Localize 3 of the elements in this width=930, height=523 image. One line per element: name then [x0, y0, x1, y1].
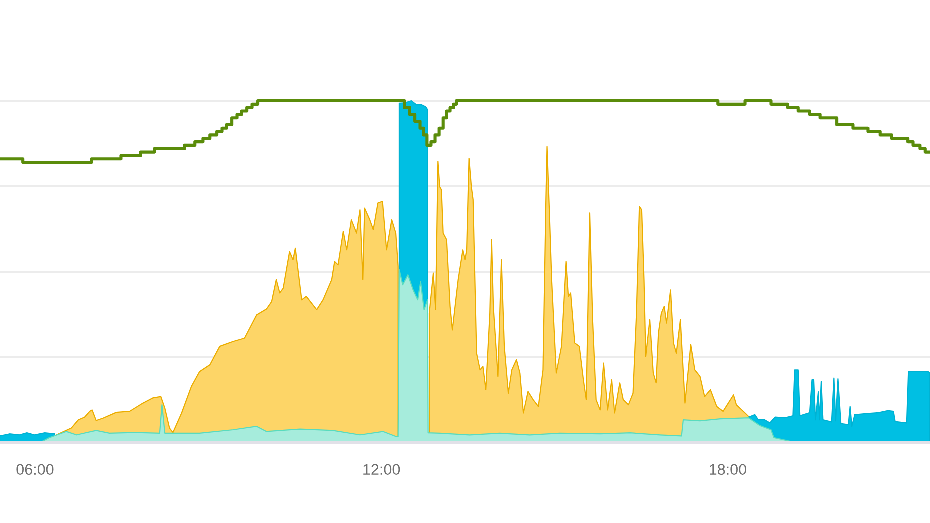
x-tick-label: 06:00	[16, 464, 54, 476]
x-tick-label: 18:00	[710, 464, 746, 476]
x-tick-label: 12:00	[364, 464, 400, 476]
